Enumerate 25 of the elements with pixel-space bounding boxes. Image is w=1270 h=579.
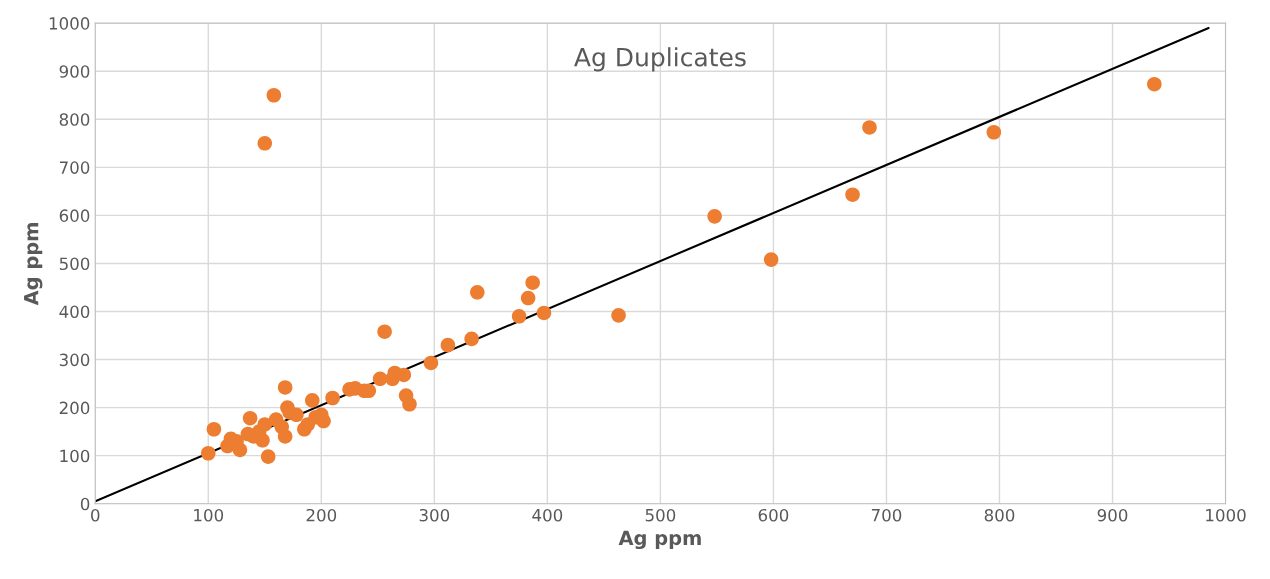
x-tick-label: 1000 bbox=[1206, 508, 1246, 522]
x-tick-label: 500 bbox=[645, 508, 676, 522]
x-tick-label: 0 bbox=[91, 508, 100, 522]
y-tick-label: 200 bbox=[59, 401, 90, 415]
y-tick-label: 800 bbox=[59, 113, 90, 126]
x-tick-label: 100 bbox=[194, 508, 224, 522]
y-tick-label: 1000 bbox=[49, 17, 90, 30]
y-tick-label: 0 bbox=[80, 497, 90, 511]
y-tick-label: 500 bbox=[59, 257, 90, 271]
y-tick-label: 600 bbox=[59, 209, 90, 222]
x-tick-label: 600 bbox=[758, 508, 789, 522]
x-tick-label: 700 bbox=[871, 508, 902, 522]
y-axis-title: Ag ppm bbox=[24, 223, 43, 306]
text: Ag Duplicates bbox=[574, 47, 746, 72]
y-tick-label: 700 bbox=[59, 161, 90, 174]
x-tick-label: 800 bbox=[984, 508, 1015, 522]
y-tick-label: 400 bbox=[59, 305, 90, 319]
y-tick-label: 900 bbox=[59, 65, 90, 78]
x-tick-label: 400 bbox=[532, 508, 563, 522]
x-tick-label: 900 bbox=[1097, 508, 1128, 522]
y-tick-label: 300 bbox=[59, 353, 90, 367]
y-tick-label: 100 bbox=[60, 449, 90, 463]
x-tick-label: 200 bbox=[306, 508, 337, 522]
x-axis-title: Ag ppm bbox=[618, 530, 701, 550]
x-tick-label: 300 bbox=[419, 508, 450, 522]
